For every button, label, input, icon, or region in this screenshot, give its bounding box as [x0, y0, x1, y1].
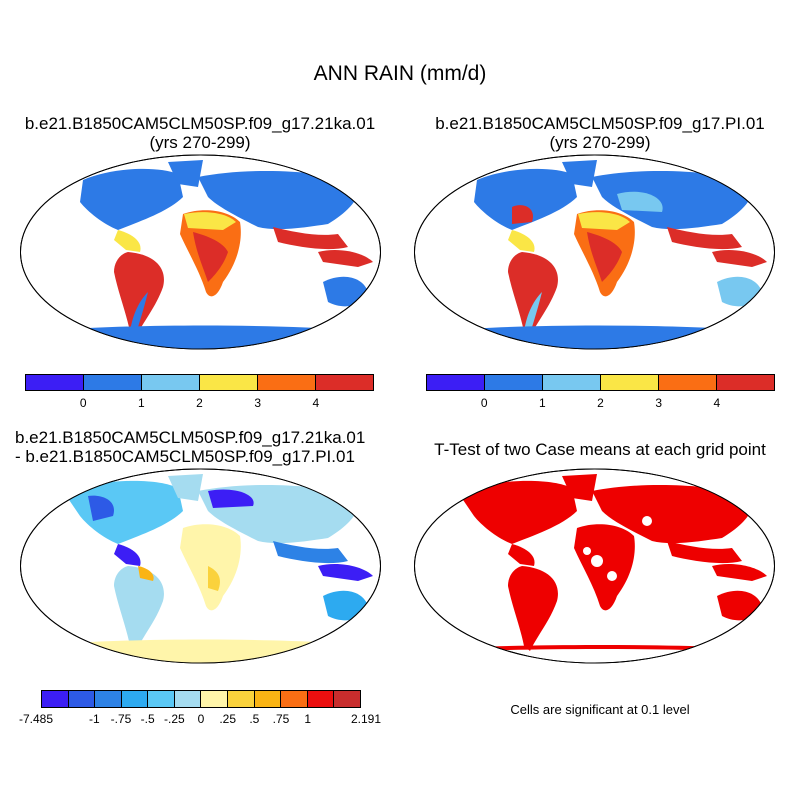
colorbar-difference-swatch	[95, 691, 122, 707]
colorbar-difference-swatch	[68, 691, 96, 707]
colorbar-difference-tick-label: -.5	[140, 712, 155, 726]
colorbar-pi-swatch	[485, 375, 543, 390]
colorbar-21ka-swatch	[84, 375, 142, 390]
panel3-title-line2: - b.e21.B1850CAM5CLM50SP.f09_g17.PI.01	[15, 447, 355, 466]
colorbar-difference	[41, 690, 361, 708]
colorbar-difference-tick-label: 0	[197, 712, 205, 726]
colorbar-difference-swatch	[254, 691, 282, 707]
colorbar-difference-tick-label: -.75	[110, 712, 132, 726]
colorbar-difference-swatch	[334, 691, 360, 707]
colorbar-21ka-tick-label: 3	[254, 396, 261, 410]
colorbar-difference-swatch	[228, 691, 255, 707]
map-difference	[20, 468, 381, 664]
page-title: ANN RAIN (mm/d)	[313, 62, 487, 85]
panel1-title: b.e21.B1850CAM5CLM50SP.f09_g17.21ka.01 (…	[0, 114, 400, 152]
colorbar-pi	[426, 374, 775, 391]
colorbar-pi-swatch	[543, 375, 601, 390]
colorbar-pi-tick-label: 2	[597, 396, 604, 410]
colorbar-difference-tick-label: 1	[304, 712, 311, 726]
colorbar-difference-swatch	[307, 691, 335, 707]
colorbar-difference-swatch	[121, 691, 149, 707]
colorbar-21ka-tick-label: 4	[312, 396, 320, 410]
colorbar-pi-tick-label: 0	[480, 396, 488, 410]
map-t-test	[414, 468, 775, 664]
colorbar-21ka-swatch	[200, 375, 258, 390]
colorbar-pi-tick-label: 3	[655, 396, 662, 410]
colorbar-difference-tick-label: 2.191	[350, 712, 382, 726]
colorbar-21ka-tick-label: 2	[196, 396, 203, 410]
colorbar-difference-tick-label: .5	[249, 712, 260, 726]
colorbar-difference-swatch	[148, 691, 175, 707]
colorbar-21ka-swatch	[26, 375, 84, 390]
panel2-title-line1: b.e21.B1850CAM5CLM50SP.f09_g17.PI.01	[435, 114, 765, 133]
panel1-title-line2: (yrs 270-299)	[149, 133, 251, 152]
panel3-title: b.e21.B1850CAM5CLM50SP.f09_g17.21ka.01 -…	[15, 428, 365, 466]
colorbar-difference-tick-label: -.25	[163, 712, 185, 726]
land-areas	[53, 160, 373, 349]
colorbar-difference-tick-label: -7.485	[18, 712, 54, 726]
colorbar-pi-tick-label: 4	[713, 396, 721, 410]
colorbar-difference-tick-label: -1	[88, 712, 100, 726]
significance-note: Cells are significant at 0.1 level	[510, 702, 690, 717]
colorbar-difference-swatch	[201, 691, 229, 707]
colorbar-21ka-swatch	[258, 375, 316, 390]
panel2-title: b.e21.B1850CAM5CLM50SP.f09_g17.PI.01 (yr…	[400, 114, 800, 152]
panel3-title-line1: b.e21.B1850CAM5CLM50SP.f09_g17.21ka.01	[15, 428, 366, 447]
panel2-title-line2: (yrs 270-299)	[549, 133, 651, 152]
colorbar-21ka-swatch	[316, 375, 373, 390]
colorbar-difference-swatch	[174, 691, 202, 707]
panel1-title-line1: b.e21.B1850CAM5CLM50SP.f09_g17.21ka.01	[24, 114, 376, 133]
significant-cells	[452, 474, 767, 652]
colorbar-difference-swatch	[42, 691, 69, 707]
colorbar-21ka	[25, 374, 374, 391]
colorbar-pi-swatch	[427, 375, 485, 390]
panel4-title-line1: T-Test of two Case means at each grid po…	[434, 440, 766, 459]
map-pi-rain	[414, 154, 775, 350]
colorbar-pi-swatch	[717, 375, 774, 390]
colorbar-difference-swatch	[281, 691, 308, 707]
colorbar-difference-tick-label: .75	[272, 712, 290, 726]
colorbar-21ka-tick-label: 0	[79, 396, 87, 410]
colorbar-pi-tick-label: 1	[538, 396, 546, 410]
colorbar-pi-swatch	[659, 375, 717, 390]
colorbar-difference-tick-label: .25	[219, 712, 236, 726]
panel4-title: T-Test of two Case means at each grid po…	[400, 440, 800, 459]
colorbar-pi-swatch	[601, 375, 659, 390]
colorbar-21ka-swatch	[142, 375, 200, 390]
colorbar-21ka-tick-label: 1	[137, 396, 145, 410]
map-21ka-rain	[20, 154, 381, 350]
